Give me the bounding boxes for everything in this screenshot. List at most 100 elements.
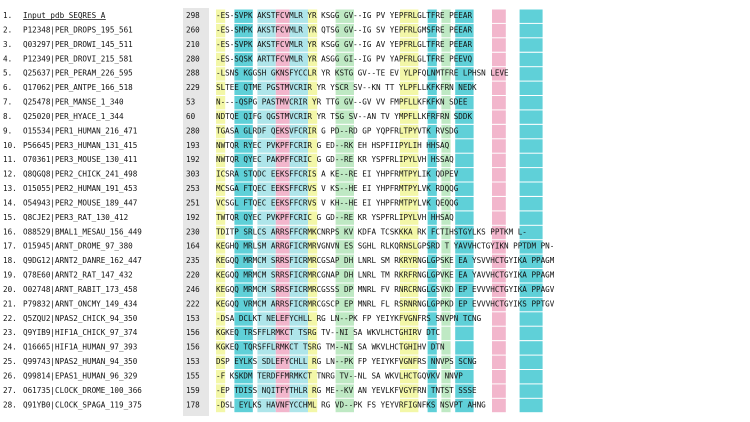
residue-highlight	[492, 225, 506, 240]
residue-highlight	[275, 370, 290, 384]
residue-highlight	[441, 110, 451, 124]
residue-highlight	[519, 269, 543, 283]
residue-highlight	[216, 283, 226, 297]
residue-highlight	[441, 269, 451, 283]
sequence-name[interactable]: Q91YB0|CLOCK_SPAGA_119_375	[23, 400, 142, 409]
start-position: 298	[186, 11, 200, 20]
residue-highlight	[275, 297, 290, 312]
sequence-name[interactable]: Q25637|PER_PERAM_226_595	[23, 69, 133, 78]
sequence-name[interactable]: P12349|PER_DROVI_215_581	[23, 54, 133, 63]
sequence-name[interactable]: Q5ZQU2|NPAS2_CHICK_94_350	[23, 314, 138, 323]
residue-highlight	[492, 96, 506, 110]
residue-highlight	[492, 38, 506, 52]
residue-highlight	[234, 81, 253, 95]
residue-highlight	[519, 297, 543, 312]
residue-highlight	[216, 269, 226, 283]
residue-highlight	[257, 341, 276, 355]
residue-highlight	[400, 384, 419, 398]
sequence-name[interactable]: O15534|PER1_HUMAN_216_471	[23, 126, 138, 135]
sequence-name[interactable]: Input_pdb_SEQRES_A	[23, 11, 106, 20]
sequence-name[interactable]: O54943|PER2_MOUSE_189_447	[23, 198, 137, 207]
sequence-name[interactable]: O15055|PER2_HUMAN_191_453	[23, 184, 137, 193]
start-position: 178	[186, 400, 200, 409]
sequence-name[interactable]: P56645|PER3_HUMAN_131_415	[23, 141, 137, 150]
start-position: 280	[186, 54, 200, 63]
row-index: 16.	[3, 227, 17, 236]
alignment-row: 22. Q5ZQU2|NPAS2_CHICK_94_350 153 -DSA DCLK…	[3, 314, 482, 323]
sequence-name[interactable]: Q9YIB9|HIF1A_CHICK_97_374	[23, 328, 138, 337]
residue-highlight	[335, 225, 354, 240]
residue-highlight	[427, 254, 437, 268]
residue-highlight	[455, 96, 474, 110]
sequence-name[interactable]: O70361|PER3_MOUSE_130_411	[23, 155, 138, 164]
sequence-name[interactable]: P12348|PER_DROPS_195_561	[23, 25, 133, 34]
residue-highlight	[308, 254, 318, 268]
residue-highlight	[441, 81, 451, 95]
residue-highlight	[308, 182, 318, 196]
sequence-name[interactable]: P79832|ARNT_ONCMY_149_434	[23, 299, 138, 308]
sequence-name[interactable]: O15945|ARNT_DROME_97_380	[23, 242, 133, 251]
residue-highlight	[455, 81, 474, 95]
alignment-row: 12. Q8QGQ8|PER2_CHICK_241_498 303 ICSRA STQ…	[3, 170, 459, 179]
residue-highlight	[492, 326, 506, 341]
residue-highlight	[455, 197, 474, 211]
residue-highlight	[441, 211, 451, 225]
residue-highlight	[335, 197, 354, 211]
residue-highlight	[308, 9, 318, 23]
residue-highlight	[234, 38, 253, 52]
alignment-row: 26. Q99814|EPAS1_HUMAN_96_329 155 -F KSKDM …	[3, 372, 463, 381]
residue-highlight	[400, 211, 419, 225]
residue-highlight	[335, 110, 354, 124]
residue-highlight	[441, 168, 451, 182]
sequence-name[interactable]: Q25478|PER_MANSE_1_340	[23, 98, 124, 107]
sequence-name[interactable]: Q99814|EPAS1_HUMAN_96_329	[23, 372, 138, 381]
row-index: 22.	[3, 314, 17, 323]
residue-highlight	[308, 341, 318, 355]
start-position-column	[183, 8, 209, 416]
residue-highlight	[234, 153, 253, 168]
sequence-name[interactable]: O02748|ARNT_RABIT_173_458	[23, 285, 138, 294]
sequence-name[interactable]: Q16665|HIF1A_HUMAN_97_393	[23, 343, 137, 352]
residue-highlight	[519, 283, 543, 297]
row-index: 13.	[3, 184, 17, 193]
row-index: 26.	[3, 372, 17, 381]
row-index: 23.	[3, 328, 17, 337]
row-index: 1.	[3, 11, 12, 20]
residue-highlight	[492, 283, 506, 297]
residue-highlight	[492, 153, 506, 168]
residue-highlight	[257, 326, 276, 341]
residue-highlight	[427, 341, 437, 355]
sequence-name[interactable]: Q03297|PER_DROWI_145_511	[23, 40, 133, 49]
sequence-name[interactable]: Q78E60|ARNT2_RAT_147_432	[23, 271, 133, 280]
residue-highlight	[441, 124, 451, 139]
residue-highlight	[335, 139, 354, 153]
residue-highlight	[275, 312, 290, 326]
residue-highlight	[519, 326, 543, 341]
residue-highlight	[455, 211, 474, 225]
alignment-row: 21. P79832|ARNT_ONCMY_149_434 222 KEGQQ VRM…	[3, 299, 555, 308]
residue-highlight	[257, 254, 276, 268]
residue-highlight	[492, 168, 506, 182]
residue-highlight	[400, 96, 419, 110]
residue-highlight	[427, 9, 437, 23]
residue-highlight	[308, 197, 318, 211]
sequence-name[interactable]: Q8CJE2|PER3_RAT_130_412	[23, 213, 128, 222]
sequence-name[interactable]: Q17062|PER_ANTPE_166_518	[23, 83, 133, 92]
sequence-name[interactable]: Q25020|PER_HYACE_1_344	[23, 112, 124, 121]
aligned-sequence: -ES-SQSK ARTTFCVMLR YR ASGG GI--IG PV YA…	[216, 54, 472, 63]
sequence-name[interactable]: O88529|BMAL1_MESAU_156_449	[23, 227, 142, 236]
residue-highlight	[492, 297, 506, 312]
residue-highlight	[216, 52, 226, 67]
sequence-name[interactable]: Q99743|NPAS2_HUMAN_94_350	[23, 357, 138, 366]
sequence-name[interactable]: Q9DG12|ARNT2_DANRE_162_447	[23, 256, 142, 265]
residue-highlight	[335, 124, 354, 139]
sequence-name[interactable]: O61735|CLOCK_DROME_100_366	[23, 386, 142, 395]
residue-highlight	[335, 240, 354, 254]
residue-highlight	[234, 240, 253, 254]
residue-highlight	[441, 225, 451, 240]
residue-highlight	[427, 398, 437, 413]
residue-highlight	[400, 52, 419, 67]
sequence-name[interactable]: Q8QGQ8|PER2_CHICK_241_498	[23, 170, 138, 179]
residue-highlight	[234, 124, 253, 139]
residue-highlight	[441, 38, 451, 52]
